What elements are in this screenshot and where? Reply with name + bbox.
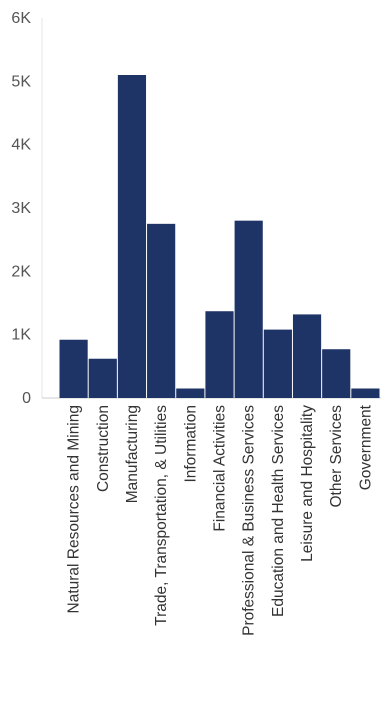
y-tick-label: 4K: [11, 137, 31, 154]
bar[interactable]: [263, 329, 292, 398]
x-tick-label: Other Services: [328, 405, 345, 508]
y-tick-label: 5K: [11, 73, 31, 90]
x-tick-label: Construction: [95, 405, 112, 492]
x-tick-label: Natural Resources and Mining: [66, 405, 83, 614]
bar[interactable]: [234, 220, 263, 398]
bar[interactable]: [351, 388, 380, 399]
bars: [59, 75, 380, 399]
bar[interactable]: [59, 339, 88, 398]
x-tick-label: Leisure and Hospitality: [299, 405, 316, 562]
x-tick-label: Financial Activities: [212, 405, 229, 532]
y-tick-label: 1K: [11, 327, 31, 344]
y-axis-ticks: 0 1K 2K 3K 4K 5K 6K: [11, 10, 31, 407]
bar[interactable]: [147, 223, 176, 398]
bar[interactable]: [292, 314, 322, 398]
x-tick-label: Trade, Transportation, & Utilities: [153, 405, 170, 626]
bar[interactable]: [205, 311, 234, 398]
x-tick-label: Manufacturing: [124, 405, 141, 503]
bar[interactable]: [322, 349, 351, 398]
x-tick-label: Information: [182, 405, 199, 483]
y-tick-label: 2K: [11, 263, 31, 280]
bar[interactable]: [176, 388, 205, 399]
y-tick-label: 6K: [11, 10, 31, 27]
y-tick-label: 3K: [11, 200, 31, 217]
bar[interactable]: [117, 75, 147, 398]
x-axis-ticks: Natural Resources and Mining Construction…: [66, 404, 375, 636]
x-tick-label: Government: [357, 404, 374, 490]
x-tick-label: Professional & Business Services: [241, 405, 258, 636]
y-tick-label: 0: [22, 390, 31, 407]
bar[interactable]: [88, 358, 117, 398]
x-tick-label: Education and Health Services: [270, 405, 287, 617]
